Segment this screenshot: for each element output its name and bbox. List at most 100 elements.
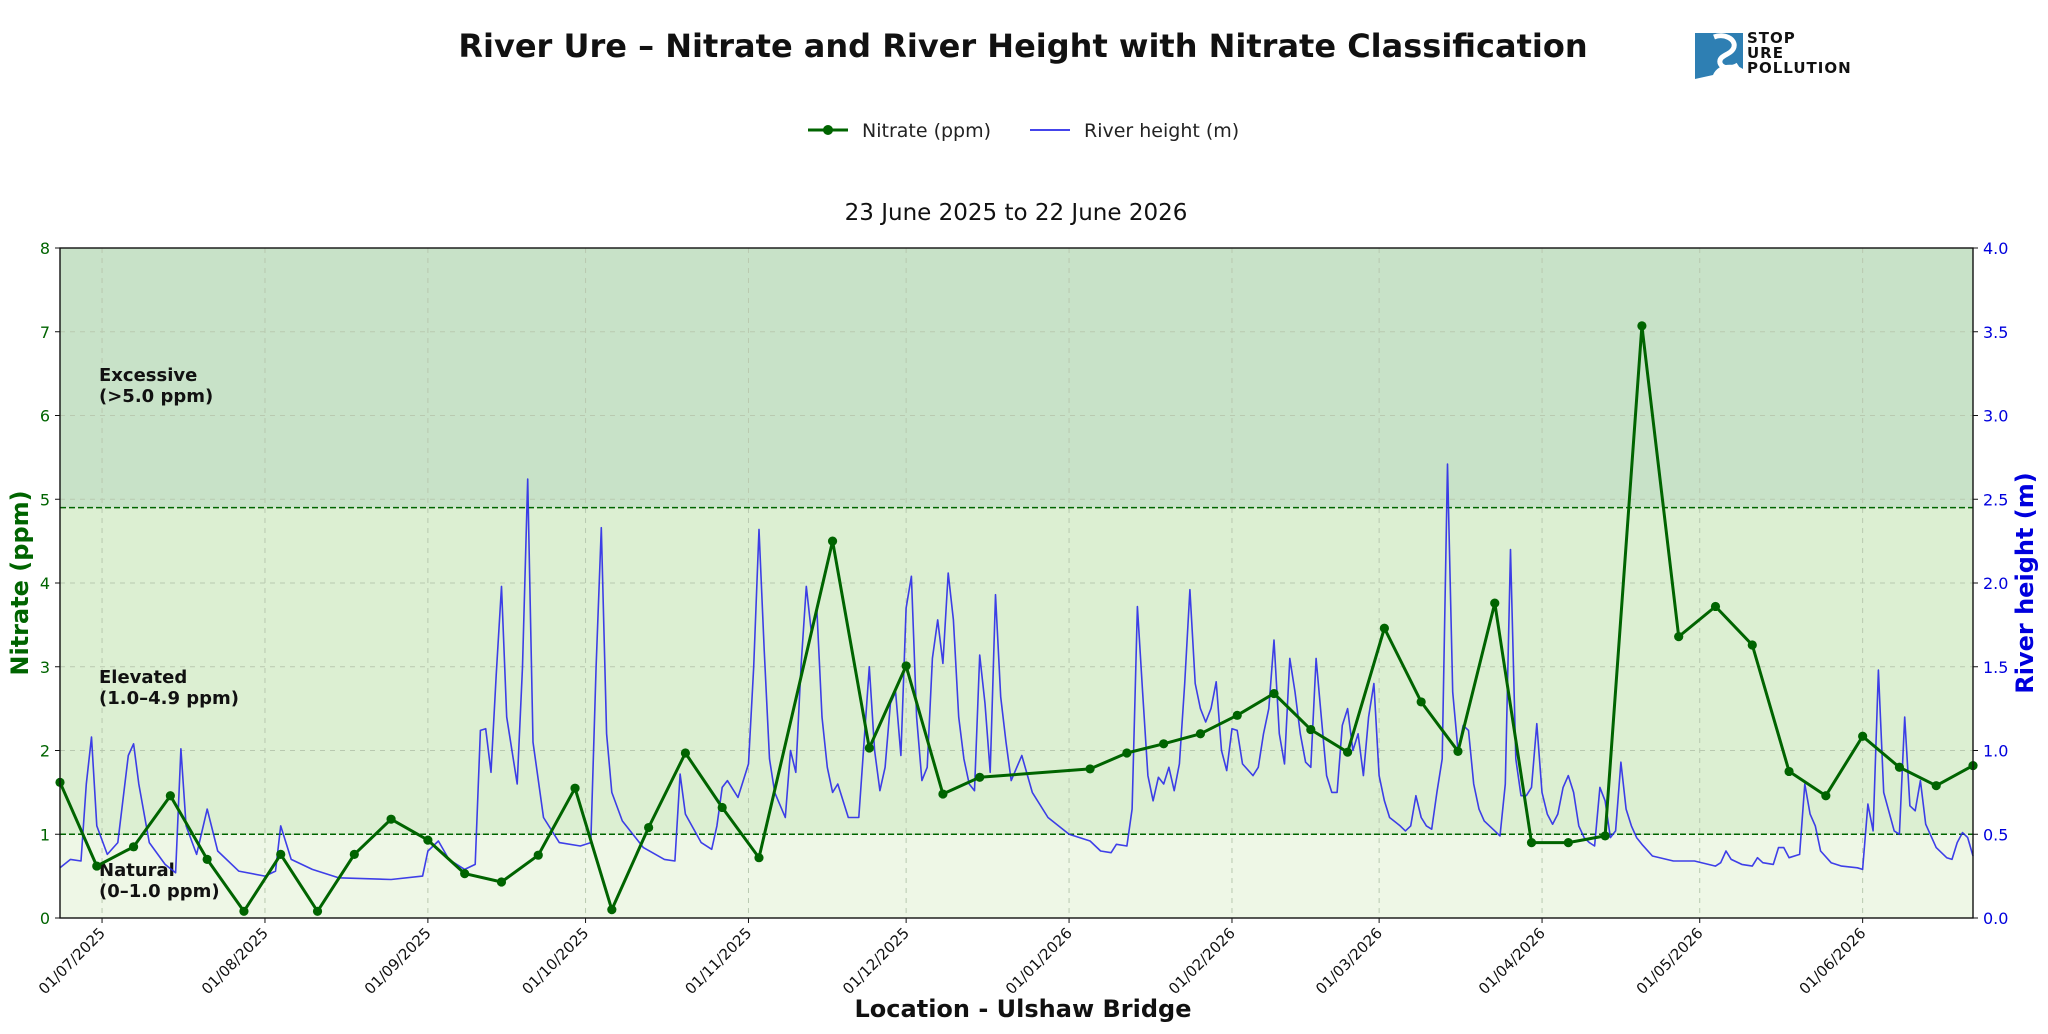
nitrate-point-34	[1416, 697, 1426, 707]
x-tick-label-10: 01/05/2026	[1633, 924, 1707, 998]
nitrate-point-19	[754, 853, 764, 863]
nitrate-point-48	[1931, 781, 1941, 791]
right-tick-label-2: 1.0	[1983, 742, 2008, 761]
nitrate-point-45	[1821, 791, 1831, 801]
nitrate-point-36	[1490, 598, 1500, 608]
left-axis-label: Nitrate (ppm)	[6, 490, 34, 675]
right-tick-label-7: 3.5	[1983, 323, 2008, 342]
band-2	[60, 248, 1973, 508]
logo-line3: POLLUTION	[1747, 59, 1852, 77]
nitrate-point-39	[1600, 831, 1610, 841]
right-tick-label-3: 1.5	[1983, 658, 2008, 677]
right-tick-label-5: 2.5	[1983, 490, 2008, 509]
nitrate-point-30	[1269, 688, 1279, 699]
nitrate-point-28	[1195, 729, 1206, 739]
nitrate-point-43	[1747, 640, 1757, 650]
nitrate-point-10	[423, 835, 433, 845]
threshold-lines	[60, 506, 1973, 835]
chart-subtitle: 23 June 2025 to 22 June 2026	[845, 200, 1188, 226]
x-tick-label-4: 01/11/2025	[681, 924, 755, 998]
nitrate-point-37	[1526, 838, 1537, 848]
nitrate-point-6	[276, 849, 286, 859]
left-tick-label-3: 3	[40, 658, 50, 677]
x-tick-label-3: 01/10/2025	[519, 924, 593, 998]
nitrate-point-29	[1232, 710, 1242, 720]
x-axis-label: Location - Ulshaw Bridge	[855, 995, 1192, 1023]
legend: Nitrate (ppm) River height (m)	[808, 120, 1239, 142]
band-0	[60, 834, 1973, 918]
nitrate-point-21	[864, 743, 874, 753]
river-height-line	[59, 463, 1974, 881]
nitrate-point-41	[1674, 632, 1684, 642]
right-tick-label-4: 2.0	[1983, 574, 2008, 593]
nitrate-point-31	[1306, 724, 1316, 735]
nitrate-point-42	[1710, 601, 1721, 612]
nitrate-point-44	[1784, 766, 1794, 777]
x-tick-label-2: 01/09/2025	[361, 924, 435, 998]
nitrate-point-14	[570, 783, 580, 793]
x-tick-label-0: 01/07/2025	[35, 924, 109, 998]
logo: STOP URE POLLUTION	[1695, 29, 1852, 79]
right-tick-label-6: 3.0	[1983, 407, 2008, 426]
nitrate-point-38	[1563, 838, 1573, 848]
nitrate-point-4	[202, 854, 212, 864]
nitrate-point-25	[1085, 764, 1095, 774]
nitrate-point-23	[938, 789, 948, 799]
nitrate-point-2	[128, 842, 139, 852]
nitrate-point-47	[1894, 762, 1905, 772]
x-tick-label-6: 01/01/2026	[1002, 924, 1076, 998]
right-axis-ticks: 0.0 0.5 1.0 1.5 2.0 2.5 3.0 3.5 4.0	[1973, 239, 2008, 928]
nitrate-point-46	[1858, 731, 1868, 741]
left-tick-label-4: 4	[40, 574, 50, 593]
legend-nitrate-marker	[823, 125, 833, 135]
band-1	[60, 507, 1973, 835]
right-axis-label: River height (m)	[2011, 472, 2039, 693]
band-label-2-range: (>5.0 ppm)	[99, 386, 213, 407]
x-axis-ticks: 01/07/2025 01/08/2025 01/09/2025 01/10/2025…	[35, 918, 1869, 998]
left-tick-label-5: 5	[40, 490, 50, 509]
x-tick-label-8: 01/03/2026	[1312, 924, 1386, 998]
logo-line1: STOP	[1747, 29, 1796, 47]
left-tick-label-6: 6	[40, 407, 50, 426]
nitrate-point-3	[165, 791, 175, 801]
legend-river-label: River height (m)	[1084, 120, 1239, 142]
nitrate-point-5	[239, 906, 249, 916]
left-tick-label-2: 2	[40, 742, 50, 761]
river-height-series	[59, 463, 1974, 881]
nitrate-point-32	[1342, 747, 1353, 757]
nitrate-point-26	[1122, 748, 1132, 758]
band-label-0-name: Natural	[99, 860, 175, 881]
nitrate-point-15	[607, 905, 617, 915]
left-axis-ticks: 0 1 2 3 4 5 6 7 8	[40, 239, 60, 928]
chart-title: River Ure – Nitrate and River Height wit…	[458, 27, 1587, 65]
right-tick-label-1: 0.5	[1983, 825, 2008, 844]
band-label-2-name: Excessive	[99, 365, 197, 386]
nitrate-point-20	[827, 536, 838, 546]
band-label-1-name: Elevated	[99, 667, 187, 688]
legend-nitrate-label: Nitrate (ppm)	[862, 120, 991, 142]
x-tick-label-11: 01/06/2026	[1796, 924, 1870, 998]
left-tick-label-8: 8	[40, 239, 50, 258]
left-tick-label-1: 1	[40, 825, 50, 844]
left-tick-label-0: 0	[40, 909, 50, 928]
nitrate-point-24	[975, 772, 985, 782]
nitrate-line	[58, 324, 1974, 913]
nitrate-point-33	[1379, 623, 1389, 633]
logo-line2: URE	[1747, 44, 1784, 62]
band-labels: Natural(0–1.0 ppm) Elevated(1.0–4.9 ppm) E…	[99, 365, 239, 902]
nitrate-point-8	[349, 849, 359, 859]
nitrate-point-27	[1159, 739, 1169, 749]
band-label-0-range: (0–1.0 ppm)	[99, 881, 220, 902]
x-tick-label-7: 01/02/2026	[1165, 924, 1239, 998]
nitrate-point-40	[1637, 321, 1647, 331]
nitrate-point-1	[92, 861, 102, 871]
nitrate-point-35	[1453, 746, 1463, 756]
logo-wave-icon	[1713, 33, 1740, 71]
nitrate-series	[55, 321, 1978, 916]
nitrate-point-16	[644, 822, 654, 833]
nitrate-point-9	[386, 814, 396, 824]
x-tick-label-5: 01/12/2025	[839, 924, 913, 998]
band-label-1-range: (1.0–4.9 ppm)	[99, 688, 239, 709]
